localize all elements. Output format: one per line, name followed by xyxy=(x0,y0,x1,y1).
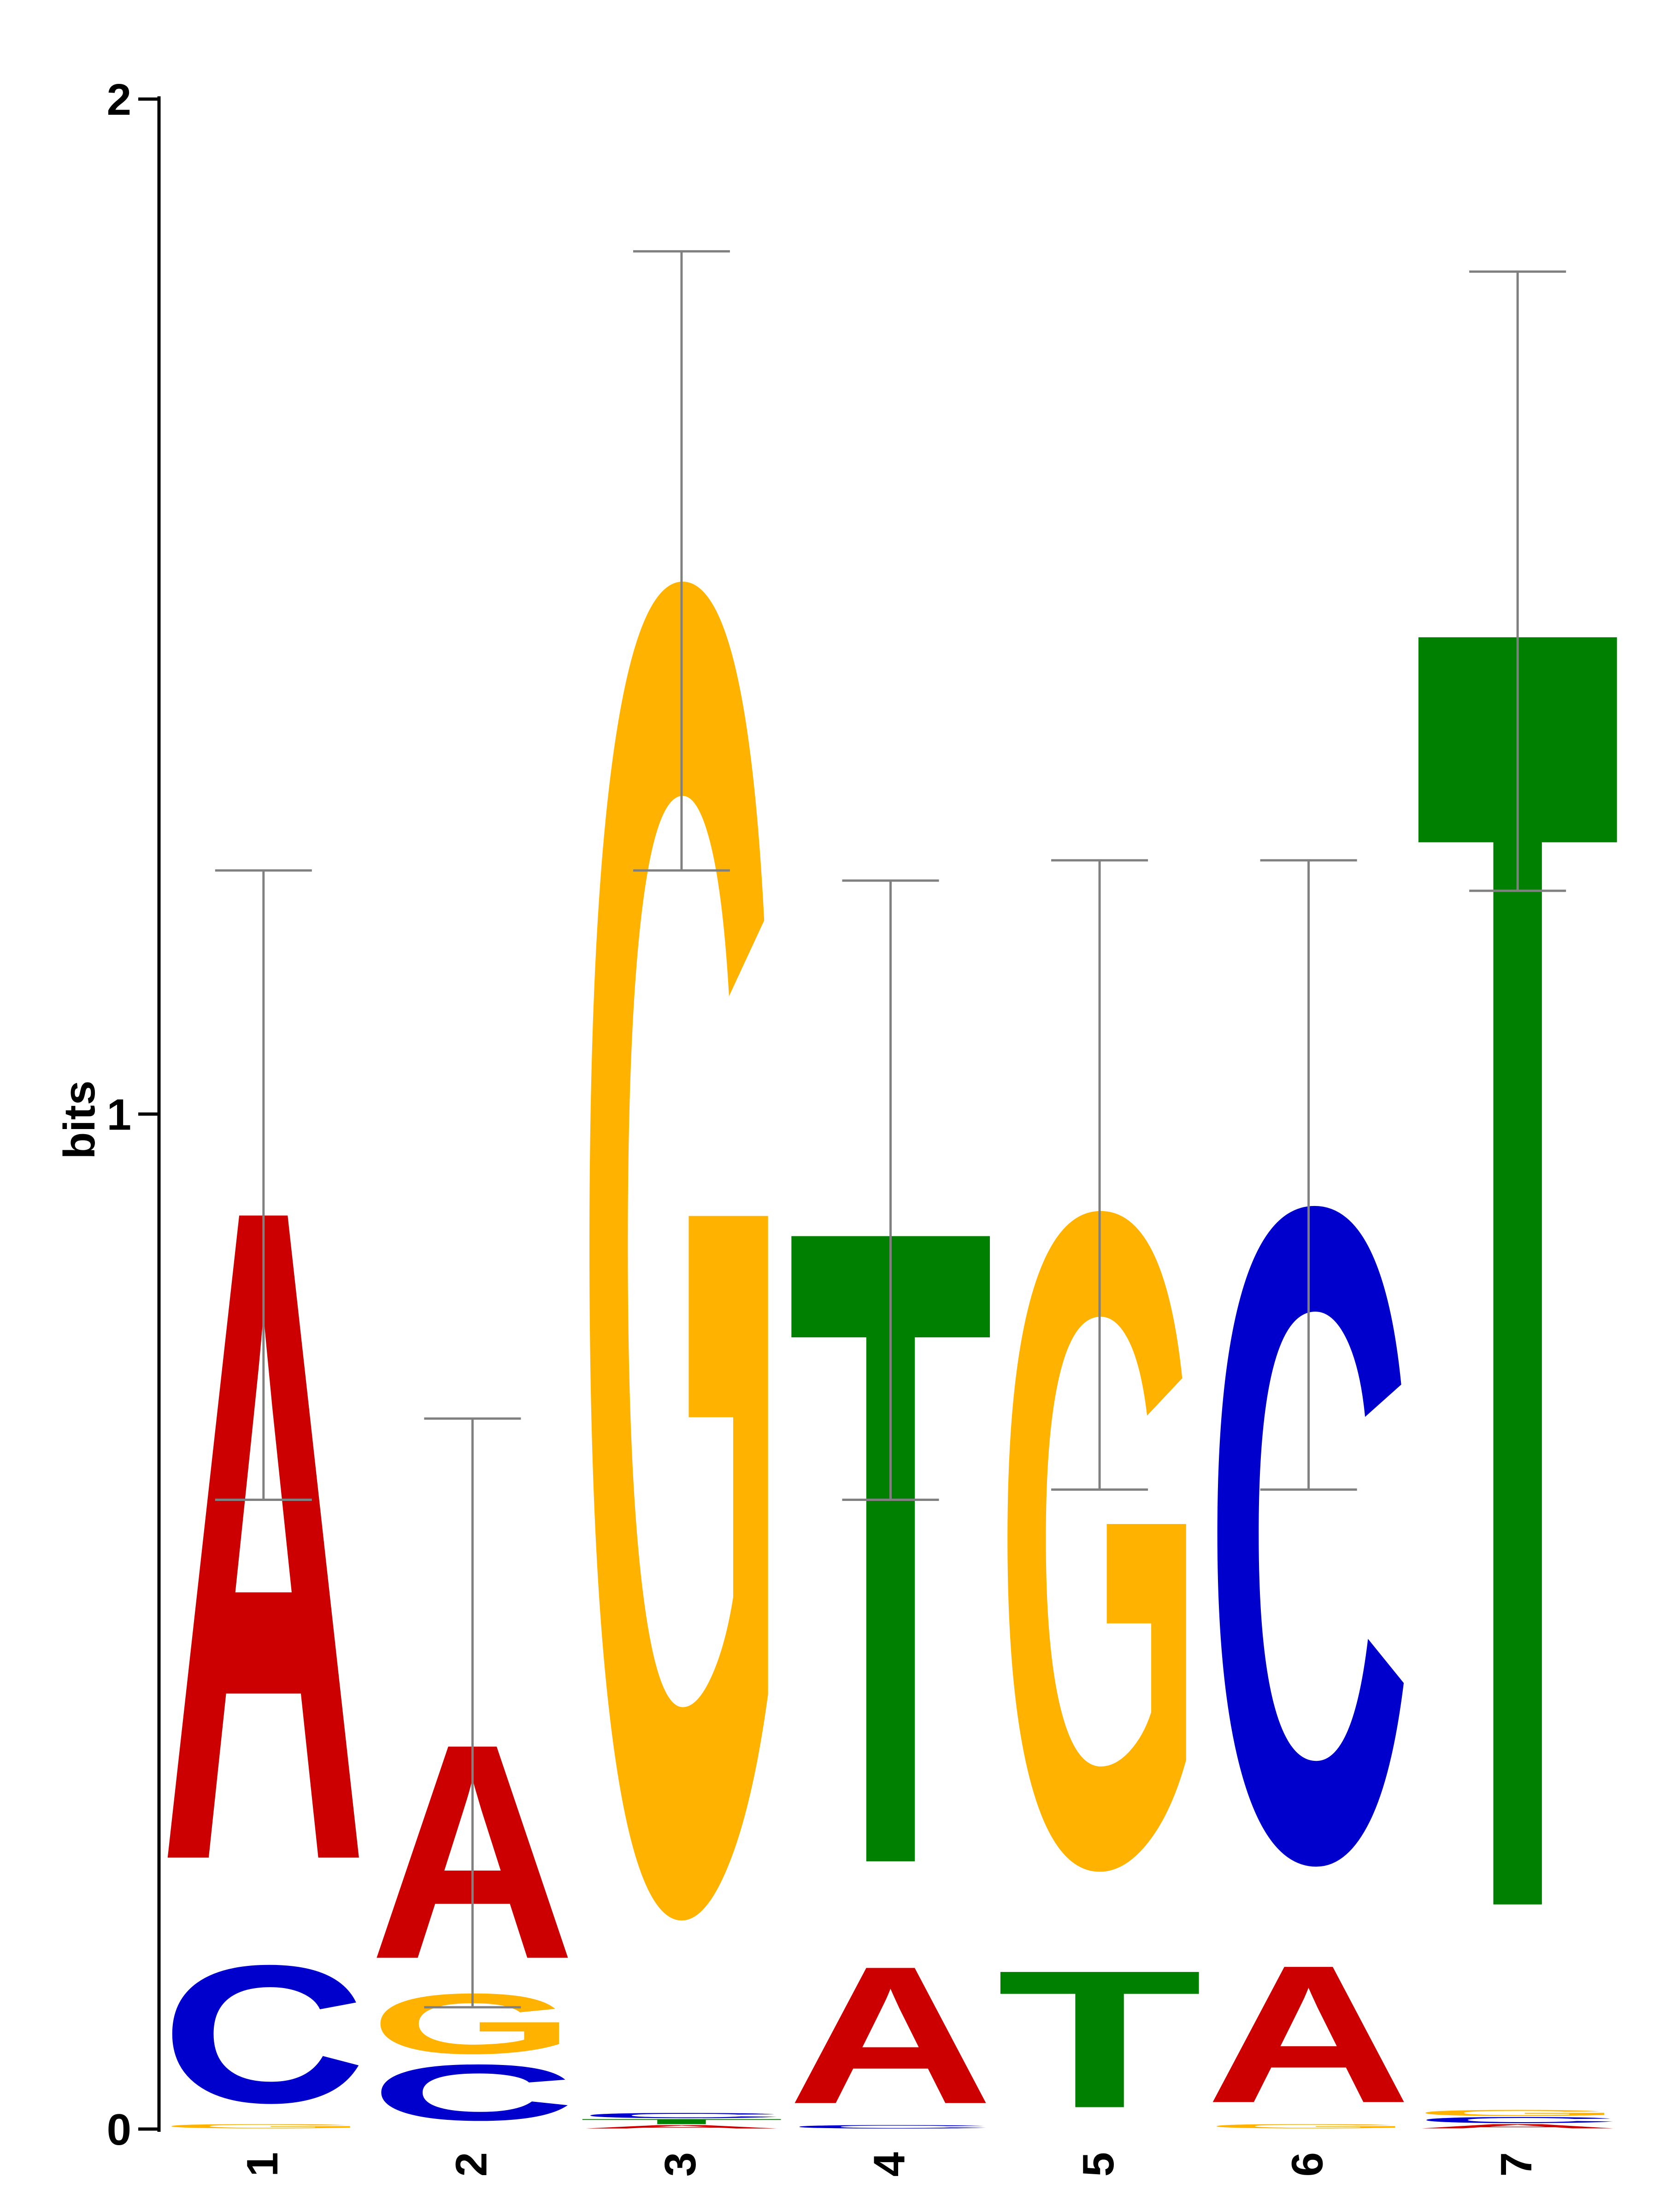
letter-T: T xyxy=(579,2118,785,2126)
letter-A: A xyxy=(1206,1924,1412,2144)
letter-G: G xyxy=(160,2123,366,2130)
y-tick-label: 2 xyxy=(107,75,131,124)
x-tick-label: 1 xyxy=(238,2152,287,2177)
letter-C: C xyxy=(370,2048,576,2137)
error-bars xyxy=(215,250,1566,2009)
letter-C: C xyxy=(1415,2115,1621,2125)
x-tick-label: 5 xyxy=(1074,2152,1123,2177)
letter-G: G xyxy=(1415,2108,1621,2118)
x-tick-label: 7 xyxy=(1492,2152,1541,2177)
x-tick-label: 2 xyxy=(447,2152,496,2177)
letter-A: A xyxy=(1415,2123,1621,2130)
letter-G: G xyxy=(1206,2123,1412,2130)
letter-T: T xyxy=(997,1929,1203,2148)
letter-A: A xyxy=(579,2124,785,2130)
y-tick-label: 1 xyxy=(107,1090,131,1140)
y-axis: 0 1 2 xyxy=(107,75,161,2154)
x-tick-label: 3 xyxy=(656,2152,705,2177)
letter-C: C xyxy=(160,1924,366,2144)
x-axis-labels: 1 2 3 4 5 6 7 xyxy=(238,2152,1541,2177)
letter-C: C xyxy=(788,2124,994,2130)
x-tick-label: 6 xyxy=(1283,2152,1332,2177)
letter-C: C xyxy=(579,2112,785,2120)
x-tick-label: 4 xyxy=(865,2152,914,2177)
y-tick-label: 0 xyxy=(107,2105,131,2154)
y-axis-label: bits xyxy=(55,1081,104,1159)
letter-A: A xyxy=(788,1925,994,2145)
